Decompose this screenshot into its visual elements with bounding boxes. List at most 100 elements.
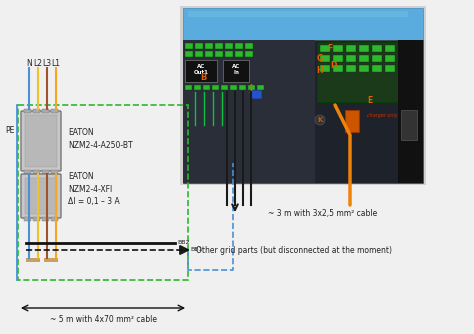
Bar xyxy=(51,217,58,221)
Bar xyxy=(385,55,395,62)
Text: Out1: Out1 xyxy=(193,70,209,75)
Text: PE: PE xyxy=(5,126,15,135)
Bar xyxy=(346,65,356,72)
Bar xyxy=(235,43,243,49)
Bar xyxy=(215,43,223,49)
Text: K: K xyxy=(317,117,323,123)
FancyBboxPatch shape xyxy=(21,111,61,171)
Bar xyxy=(25,115,57,167)
Bar xyxy=(372,65,382,72)
Bar xyxy=(215,51,223,57)
Text: In: In xyxy=(233,70,239,75)
Bar xyxy=(398,55,408,62)
Bar xyxy=(245,51,253,57)
Text: F: F xyxy=(328,43,333,52)
Bar xyxy=(235,51,243,57)
Bar xyxy=(185,60,217,82)
Text: BB2: BB2 xyxy=(177,239,190,244)
Text: H: H xyxy=(317,65,323,74)
Bar xyxy=(372,45,382,52)
Bar xyxy=(180,6,426,185)
Bar xyxy=(25,178,57,214)
Polygon shape xyxy=(183,8,423,40)
Bar xyxy=(398,65,408,72)
Bar xyxy=(320,55,330,62)
Bar xyxy=(223,60,249,82)
Text: Other grid parts (but disconnected at the moment): Other grid parts (but disconnected at th… xyxy=(196,245,392,255)
Bar xyxy=(359,55,369,62)
Bar xyxy=(225,51,233,57)
Bar xyxy=(333,55,343,62)
Bar xyxy=(42,170,49,174)
Bar xyxy=(33,217,40,221)
Bar xyxy=(248,85,255,90)
Bar xyxy=(257,85,264,90)
Bar xyxy=(401,110,417,140)
Bar xyxy=(24,109,31,113)
Bar xyxy=(51,109,58,113)
Text: EATON
NZM2-4-XFI
ΔI = 0,1 – 3 A: EATON NZM2-4-XFI ΔI = 0,1 – 3 A xyxy=(68,172,120,206)
Text: N: N xyxy=(26,58,32,67)
Bar xyxy=(42,109,49,113)
Bar xyxy=(33,109,40,113)
Bar xyxy=(239,85,246,90)
Bar xyxy=(230,85,237,90)
Bar xyxy=(183,40,315,183)
Bar xyxy=(203,85,210,90)
Bar xyxy=(194,85,201,90)
Bar xyxy=(385,45,395,52)
Bar xyxy=(385,65,395,72)
Bar xyxy=(205,43,213,49)
Bar xyxy=(183,40,423,183)
Bar xyxy=(333,45,343,52)
Bar xyxy=(225,43,233,49)
Bar xyxy=(398,40,423,183)
Bar xyxy=(33,170,40,174)
Bar xyxy=(185,51,193,57)
Text: L2: L2 xyxy=(34,58,43,67)
Text: EATON
NZM2-4-A250-BT: EATON NZM2-4-A250-BT xyxy=(68,128,133,150)
Text: E: E xyxy=(367,96,373,105)
Bar xyxy=(24,217,31,221)
Bar xyxy=(212,85,219,90)
Text: AC: AC xyxy=(197,64,205,69)
Text: L1: L1 xyxy=(52,58,61,67)
Bar xyxy=(251,90,261,98)
Text: D: D xyxy=(330,60,336,69)
Text: G: G xyxy=(317,53,323,62)
Bar xyxy=(42,217,49,221)
Text: AC: AC xyxy=(232,64,240,69)
Bar xyxy=(245,43,253,49)
Bar xyxy=(205,51,213,57)
Bar xyxy=(359,65,369,72)
Bar xyxy=(346,45,356,52)
Bar xyxy=(317,42,416,102)
Bar xyxy=(18,105,188,280)
Bar xyxy=(26,258,40,262)
Bar xyxy=(195,51,203,57)
Bar xyxy=(345,110,359,132)
Bar xyxy=(185,43,193,49)
Bar xyxy=(188,11,408,17)
Bar xyxy=(51,170,58,174)
Text: J: J xyxy=(250,84,253,93)
Bar xyxy=(398,45,408,52)
Bar xyxy=(346,55,356,62)
Text: charger only: charger only xyxy=(367,113,398,118)
Text: ~ 3 m with 3x2,5 mm² cable: ~ 3 m with 3x2,5 mm² cable xyxy=(268,208,377,217)
FancyBboxPatch shape xyxy=(21,174,61,218)
Bar xyxy=(185,85,192,90)
Bar xyxy=(195,43,203,49)
Text: B: B xyxy=(200,72,206,81)
Bar xyxy=(359,45,369,52)
Circle shape xyxy=(315,115,325,125)
Text: BB1: BB1 xyxy=(190,246,202,252)
Bar xyxy=(24,170,31,174)
Bar xyxy=(372,55,382,62)
Text: L3: L3 xyxy=(43,58,52,67)
Bar xyxy=(221,85,228,90)
Bar xyxy=(44,258,58,262)
Text: ~ 5 m with 4x70 mm² cable: ~ 5 m with 4x70 mm² cable xyxy=(49,315,156,324)
Bar xyxy=(320,65,330,72)
Bar xyxy=(333,65,343,72)
